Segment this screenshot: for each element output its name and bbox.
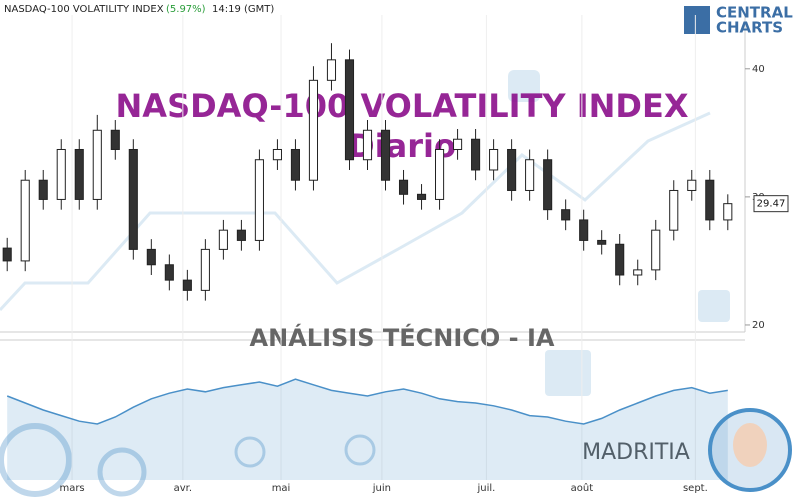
candle-body xyxy=(651,229,661,271)
decoration xyxy=(0,70,730,497)
x-tick-label: avr. xyxy=(174,483,192,494)
indicator-area xyxy=(7,379,728,480)
logo-icon xyxy=(684,6,710,34)
y-tick-label: 40 xyxy=(752,64,765,75)
candle-body xyxy=(38,179,48,200)
candle-body xyxy=(308,79,319,181)
candle-body xyxy=(435,148,445,200)
candle-body xyxy=(110,129,120,150)
candle-body xyxy=(380,129,391,181)
candle-body xyxy=(561,209,571,221)
candle-body xyxy=(669,189,679,231)
candle-body xyxy=(182,279,192,291)
x-tick-label: août xyxy=(571,482,594,494)
candle-body xyxy=(218,229,228,250)
candle-body xyxy=(633,269,643,276)
last-price-box xyxy=(753,195,789,213)
candle-body xyxy=(272,148,282,161)
indicator-line xyxy=(6,378,728,425)
x-tick-label: juil. xyxy=(476,483,495,494)
candle-body xyxy=(597,239,607,245)
candle-body xyxy=(362,129,373,161)
last-price-label: 29.47 xyxy=(757,199,786,210)
logo-text: CENTRAL xyxy=(716,4,793,22)
x-tick-label: sept. xyxy=(683,483,708,494)
candle-body xyxy=(290,148,300,181)
candle-body xyxy=(543,159,553,211)
candle-body xyxy=(254,159,264,241)
candle-body xyxy=(398,179,409,195)
candle-body xyxy=(705,179,715,221)
candle-body xyxy=(56,148,66,200)
candle-body xyxy=(200,248,210,291)
header-time: 14:19 (GMT) xyxy=(212,4,274,15)
candle-body xyxy=(687,179,697,191)
candle-body xyxy=(489,148,499,171)
candle-body xyxy=(525,159,535,191)
candle-body xyxy=(74,148,84,200)
candle-body xyxy=(615,243,625,276)
candle-body xyxy=(471,138,481,171)
header-title: NASDAQ-100 VOLATILITY INDEX xyxy=(4,4,164,15)
candle-body xyxy=(344,59,355,161)
candle-body xyxy=(92,129,102,200)
candle-body xyxy=(326,59,337,81)
candle-body xyxy=(507,148,517,191)
candle-body xyxy=(579,219,589,241)
x-tick-label: mars xyxy=(59,483,84,494)
avatar-face xyxy=(733,423,767,467)
panel-label: ANÁLISIS TÉCNICO - IA xyxy=(250,323,555,352)
candle-body xyxy=(146,248,156,266)
candle-body xyxy=(416,193,427,200)
candle-body xyxy=(723,203,733,221)
x-tick-label: mai xyxy=(272,483,291,494)
brand: MADRITIA xyxy=(582,440,690,465)
candle-body xyxy=(164,264,174,281)
candle-body xyxy=(453,138,463,150)
candle-body xyxy=(20,179,30,262)
logo-text: CHARTS xyxy=(716,19,783,37)
watermark-title: NASDAQ-100 VOLATILITY INDEX xyxy=(116,87,689,125)
x-tick-label: juin xyxy=(372,483,391,494)
candle-body xyxy=(2,247,12,262)
y-tick-label: 20 xyxy=(752,320,765,331)
candle-body xyxy=(128,148,138,250)
candle-body xyxy=(236,229,246,241)
header-change: (5.97%) xyxy=(166,4,206,15)
